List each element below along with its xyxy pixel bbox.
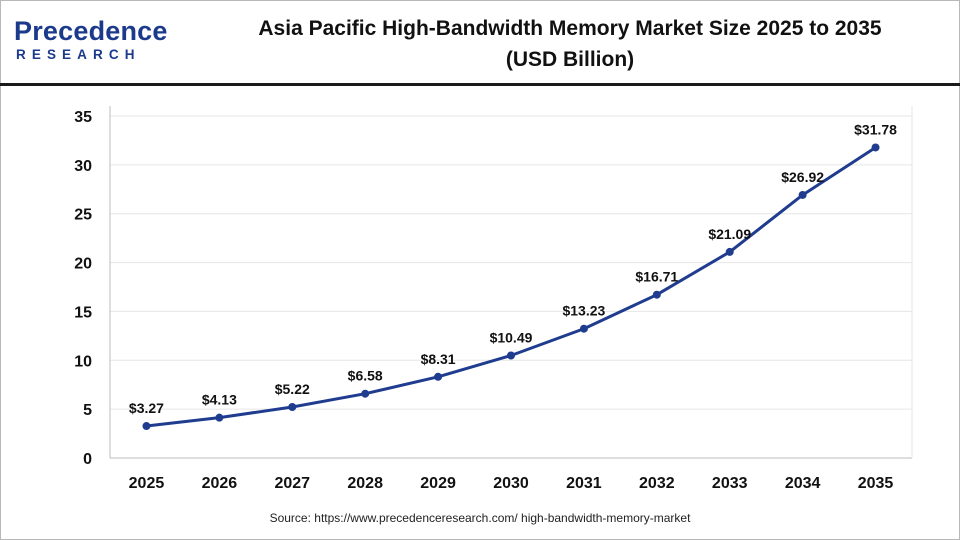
y-tick-label: 25	[74, 207, 92, 224]
data-point	[798, 190, 807, 199]
x-tick-label: 2025	[129, 475, 165, 492]
logo-rest: recedence	[32, 16, 168, 46]
data-point	[725, 247, 734, 256]
data-point	[871, 143, 880, 152]
data-point	[361, 389, 370, 398]
x-tick-label: 2026	[202, 475, 238, 492]
data-label: $4.13	[202, 392, 237, 408]
data-label: $26.92	[781, 169, 824, 185]
x-tick-label: 2029	[420, 475, 456, 492]
header-divider	[0, 83, 960, 86]
brand-logo: Precedence RESEARCH	[14, 16, 167, 66]
data-label: $21.09	[708, 226, 751, 242]
data-label: $8.31	[421, 351, 456, 367]
data-point	[507, 351, 515, 360]
data-label: $5.22	[275, 381, 310, 397]
chart-title-line1: Asia Pacific High-Bandwidth Memory Marke…	[258, 17, 882, 40]
y-tick-label: 20	[74, 256, 92, 273]
x-tick-label: 2035	[858, 475, 894, 492]
logo-wordmark: Precedence	[14, 16, 168, 47]
data-label: $3.27	[129, 400, 164, 416]
data-point	[434, 372, 443, 381]
x-tick-label: 2033	[712, 475, 748, 492]
data-point	[652, 290, 661, 299]
data-label: $6.58	[348, 368, 383, 384]
y-tick-label: 10	[74, 353, 92, 370]
x-tick-label: 2027	[274, 475, 310, 492]
y-tick-label: 0	[83, 451, 92, 468]
header: Precedence RESEARCH Asia Pacific High-Ba…	[0, 0, 960, 83]
source-note: Source: https://www.precedenceresearch.c…	[269, 511, 691, 525]
chart-title-line2: (USD Billion)	[505, 48, 635, 71]
x-tick-label: 2032	[639, 475, 675, 492]
data-point	[579, 324, 588, 333]
x-tick-label: 2030	[493, 475, 529, 492]
chart-title: Asia Pacific High-Bandwidth Memory Marke…	[200, 13, 940, 75]
data-label: $16.71	[635, 269, 678, 285]
data-label: $10.49	[490, 329, 533, 345]
logo-initial: P	[14, 16, 33, 46]
data-point	[142, 422, 151, 431]
x-tick-label: 2028	[347, 475, 383, 492]
y-tick-label: 15	[74, 304, 92, 321]
x-tick-label: 2031	[566, 475, 602, 492]
data-label: $13.23	[562, 303, 605, 319]
data-label: $31.78	[854, 121, 897, 137]
y-tick-label: 5	[83, 402, 92, 419]
logo-subtitle: RESEARCH	[16, 47, 141, 62]
series-line	[144, 145, 878, 428]
data-point	[288, 402, 297, 411]
data-point	[215, 413, 224, 422]
y-tick-label: 30	[74, 158, 92, 175]
y-tick-label: 35	[74, 109, 92, 126]
x-tick-label: 2034	[785, 475, 821, 492]
